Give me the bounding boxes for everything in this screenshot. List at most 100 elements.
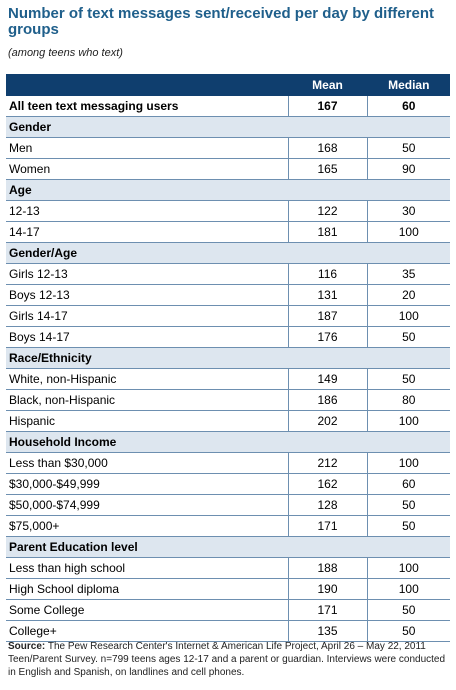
- group-header-row: Age: [6, 179, 450, 201]
- row-median: 80: [366, 389, 450, 411]
- group-header-row: Gender: [6, 116, 450, 138]
- row-median: 50: [366, 368, 450, 390]
- table-row: Men 168 50: [6, 137, 450, 159]
- group-header-row: Parent Education level: [6, 536, 450, 558]
- row-mean: 128: [287, 494, 367, 516]
- row-median: 100: [366, 305, 450, 327]
- row-mean: 165: [287, 158, 367, 180]
- row-label: Black, non-Hispanic: [6, 389, 288, 411]
- row-median: 20: [366, 284, 450, 306]
- row-median: 30: [366, 200, 450, 222]
- row-mean: 168: [287, 137, 367, 159]
- row-label: Hispanic: [6, 410, 288, 432]
- header-row: Mean Median: [6, 74, 450, 96]
- row-mean: 187: [287, 305, 367, 327]
- row-mean: 167: [287, 95, 367, 117]
- group-label: Parent Education level: [6, 536, 450, 558]
- source-label: Source:: [8, 641, 46, 652]
- row-mean: 186: [287, 389, 367, 411]
- total-row: All teen text messaging users 167 60: [6, 95, 450, 117]
- row-mean: 176: [287, 326, 367, 348]
- source-note: Source: The Pew Research Center's Intern…: [8, 640, 450, 679]
- table-row: Less than $30,000 212 100: [6, 452, 450, 474]
- group-header-row: Race/Ethnicity: [6, 347, 450, 369]
- row-label: Boys 12-13: [6, 284, 288, 306]
- table-row: High School diploma 190 100: [6, 578, 450, 600]
- table-row: $75,000+ 171 50: [6, 515, 450, 537]
- group-label: Race/Ethnicity: [6, 347, 450, 369]
- row-label: Boys 14-17: [6, 326, 288, 348]
- group-label: Gender: [6, 116, 450, 138]
- row-label: High School diploma: [6, 578, 288, 600]
- source-text: The Pew Research Center's Internet & Ame…: [8, 641, 446, 678]
- row-label: College+: [6, 620, 288, 642]
- row-label: Men: [6, 137, 288, 159]
- row-label: 14-17: [6, 221, 288, 243]
- row-median: 50: [366, 326, 450, 348]
- row-mean: 116: [287, 263, 367, 285]
- row-median: 50: [366, 137, 450, 159]
- table-row: Some College 171 50: [6, 599, 450, 621]
- group-header-row: Gender/Age: [6, 242, 450, 264]
- table-body: Mean Median All teen text messaging user…: [6, 74, 450, 642]
- table-row: Women 165 90: [6, 158, 450, 180]
- row-label: $30,000-$49,999: [6, 473, 288, 495]
- chart-title: Number of text messages sent/received pe…: [8, 5, 434, 38]
- row-mean: 149: [287, 368, 367, 390]
- row-label: Girls 14-17: [6, 305, 288, 327]
- row-mean: 190: [287, 578, 367, 600]
- row-mean: 135: [287, 620, 367, 642]
- row-label: White, non-Hispanic: [6, 368, 288, 390]
- row-label: $50,000-$74,999: [6, 494, 288, 516]
- row-median: 90: [366, 158, 450, 180]
- row-median: 50: [366, 599, 450, 621]
- row-label: $75,000+: [6, 515, 288, 537]
- group-label: Age: [6, 179, 450, 201]
- table-row: White, non-Hispanic 149 50: [6, 368, 450, 390]
- table-row: Black, non-Hispanic 186 80: [6, 389, 450, 411]
- row-label: Girls 12-13: [6, 263, 288, 285]
- group-label: Household Income: [6, 431, 450, 453]
- row-label: Women: [6, 158, 288, 180]
- row-label: Less than high school: [6, 557, 288, 579]
- row-mean: 122: [287, 200, 367, 222]
- table-row: Less than high school 188 100: [6, 557, 450, 579]
- row-median: 100: [366, 557, 450, 579]
- table-row: 12-13 122 30: [6, 200, 450, 222]
- table-row: Girls 14-17 187 100: [6, 305, 450, 327]
- row-mean: 131: [287, 284, 367, 306]
- table-row: 14-17 181 100: [6, 221, 450, 243]
- data-table: Mean Median All teen text messaging user…: [6, 74, 450, 642]
- group-label: Gender/Age: [6, 242, 450, 264]
- table-row: College+ 135 50: [6, 620, 450, 642]
- row-mean: 171: [287, 515, 367, 537]
- table-row: $50,000-$74,999 128 50: [6, 494, 450, 516]
- header-median: Median: [366, 74, 450, 96]
- table-row: $30,000-$49,999 162 60: [6, 473, 450, 495]
- table-row: Boys 12-13 131 20: [6, 284, 450, 306]
- row-median: 60: [366, 95, 450, 117]
- row-mean: 202: [287, 410, 367, 432]
- row-label: All teen text messaging users: [6, 95, 288, 117]
- row-median: 50: [366, 515, 450, 537]
- row-mean: 188: [287, 557, 367, 579]
- row-median: 100: [366, 578, 450, 600]
- header-mean: Mean: [287, 74, 367, 96]
- row-median: 50: [366, 494, 450, 516]
- table-row: Boys 14-17 176 50: [6, 326, 450, 348]
- header-blank-cell: [6, 74, 288, 96]
- row-label: Less than $30,000: [6, 452, 288, 474]
- group-header-row: Household Income: [6, 431, 450, 453]
- row-label: 12-13: [6, 200, 288, 222]
- row-median: 60: [366, 473, 450, 495]
- row-median: 35: [366, 263, 450, 285]
- row-mean: 181: [287, 221, 367, 243]
- row-label: Some College: [6, 599, 288, 621]
- row-mean: 162: [287, 473, 367, 495]
- row-mean: 212: [287, 452, 367, 474]
- row-median: 100: [366, 221, 450, 243]
- row-median: 100: [366, 452, 450, 474]
- row-mean: 171: [287, 599, 367, 621]
- chart-subtitle: (among teens who text): [8, 47, 123, 59]
